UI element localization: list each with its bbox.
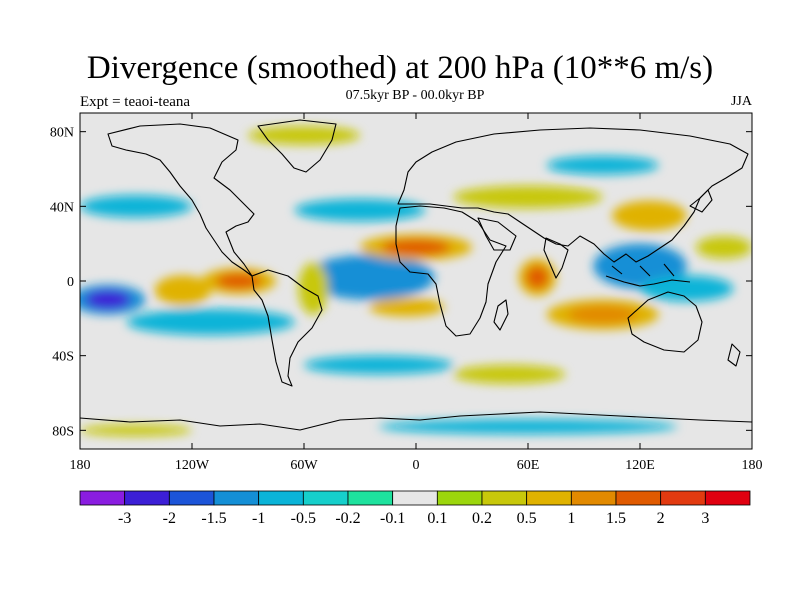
experiment-label: Expt = teaoi-teana [80,94,191,110]
coastline-south-america [251,269,323,387]
colorbar-swatch [481,490,528,506]
colorbar-swatch [436,490,483,506]
coastline-africa [395,205,507,337]
y-tick-label: 80N [50,126,74,141]
x-tick-label: 60W [290,458,318,473]
field-region-dateline-negative [85,290,131,309]
colorbar-label: 0.1 [427,510,447,527]
field-region-east-pacific-positive [215,272,262,290]
field-region-tropical-atlantic-south-positive [369,297,444,317]
field-region-indian-ocean-positive [525,265,549,289]
field-region-north-atlantic-negative [294,198,426,222]
plot-title: Divergence (smoothed) at 200 hPa (10**6 … [86,50,714,86]
colorbar-swatch [124,490,170,506]
colorbar-label: -1 [252,510,265,527]
colorbar-label: 0.5 [517,510,537,527]
field-region-south-indian-positive [568,305,638,324]
colorbar-label: -3 [118,510,131,527]
colorbar-swatch [526,490,572,506]
y-tick-label: 0 [67,275,74,290]
y-tick-label: 80S [52,424,74,439]
colorbar-label: 2 [657,510,665,527]
x-tick-label: 120E [625,458,655,473]
y-tick-label: 40N [50,200,74,215]
field-region-west-pacific-positive [696,236,752,259]
x-tick-label: 0 [413,458,420,473]
colorbar-swatch [347,490,394,506]
coastline-north-america [107,123,255,277]
field-region-southern-ocean-negative [304,355,454,375]
colorbar-swatch [704,490,751,506]
field-region-antarctic-coast-positive [80,424,192,436]
coastline-japan [689,189,713,213]
field-region-eurasia-positive [453,185,603,209]
colorbar-label: -0.2 [335,510,360,527]
field-region-african-monsoon-divergence [381,239,451,256]
colorbar-label: -1.5 [201,510,226,527]
coastline-new-zealand [727,343,741,367]
y-tick-label: 40S [52,350,74,365]
coastline-australia [627,291,703,353]
colorbar-swatch [570,490,617,506]
coastline-arabia [477,217,517,251]
colorbar-swatch [168,490,215,506]
colorbar: -3 -2 -1.5 -1 -0.5 -0.2 -0.1 0.1 0.2 0.5 1 1.5 2 3 [79,490,751,527]
x-tick-label: 120W [175,458,210,473]
colorbar-swatch [213,490,260,506]
coastline-madagascar [493,299,509,331]
field-region-brazil-positive [298,262,329,315]
colorbar-label: -0.1 [380,510,405,527]
field-region-south-pacific-negative [126,309,295,336]
colorbar-swatch [615,490,662,506]
coastline-antarctica [80,411,752,431]
field-region-tropical-atlantic-negative [304,254,435,300]
field-region-southern-ocean-positive [453,365,566,384]
colorbar-label: -0.5 [291,510,316,527]
x-tick-label: 180 [70,458,91,473]
season-label: JJA [730,94,752,109]
x-tick-label: 60E [517,458,540,473]
colorbar-swatch [79,490,126,506]
coastline-greenland [257,119,337,173]
field-region-east-asia-positive [612,200,687,231]
field-region-north-pacific-negative [80,195,192,218]
coastline-eurasia [397,127,749,263]
colorbar-swatch [660,490,706,506]
colorbar-label: 1.5 [606,510,626,527]
coastline-india [543,237,569,279]
coastline-indonesia [605,263,691,287]
plot-subtitle: 07.5kyr BP - 00.0kyr BP [345,88,485,103]
colorbar-label: 1 [567,510,575,527]
field-region-central-pacific-positive [154,275,211,306]
field-region-antarctic-coast-negative [378,419,678,435]
colorbar-label: -2 [163,510,176,527]
colorbar-label: 3 [701,510,709,527]
colorbar-swatch [258,490,304,506]
colorbar-swatch [302,490,349,506]
field-region-siberia-negative [546,155,659,175]
colorbar-swatch [392,490,438,506]
colorbar-label: 0.2 [472,510,492,527]
x-tick-label: 180 [742,458,763,473]
